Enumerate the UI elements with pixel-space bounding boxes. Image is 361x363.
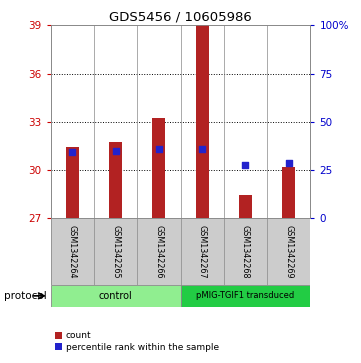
Bar: [66, 147, 79, 218]
Text: GSM1342267: GSM1342267: [198, 225, 206, 278]
Bar: [152, 118, 165, 218]
Bar: [109, 142, 122, 218]
Text: control: control: [99, 291, 132, 301]
Text: GSM1342266: GSM1342266: [155, 225, 163, 278]
Bar: [282, 167, 295, 218]
Point: [243, 162, 248, 167]
Bar: [196, 25, 209, 218]
Text: GSM1342269: GSM1342269: [284, 225, 293, 278]
Point: [286, 160, 292, 166]
Point: [199, 146, 205, 152]
Text: GSM1342265: GSM1342265: [111, 225, 120, 278]
Bar: [51, 285, 180, 307]
Text: protocol: protocol: [4, 291, 46, 301]
Legend: count, percentile rank within the sample: count, percentile rank within the sample: [55, 331, 219, 352]
Bar: [239, 195, 252, 218]
Point: [113, 148, 118, 154]
Point: [69, 149, 75, 155]
Text: GSM1342264: GSM1342264: [68, 225, 77, 278]
Text: pMIG-TGIF1 transduced: pMIG-TGIF1 transduced: [196, 291, 295, 300]
Text: GDS5456 / 10605986: GDS5456 / 10605986: [109, 11, 252, 24]
Bar: [180, 285, 310, 307]
Point: [156, 146, 162, 152]
Text: GSM1342268: GSM1342268: [241, 225, 250, 278]
